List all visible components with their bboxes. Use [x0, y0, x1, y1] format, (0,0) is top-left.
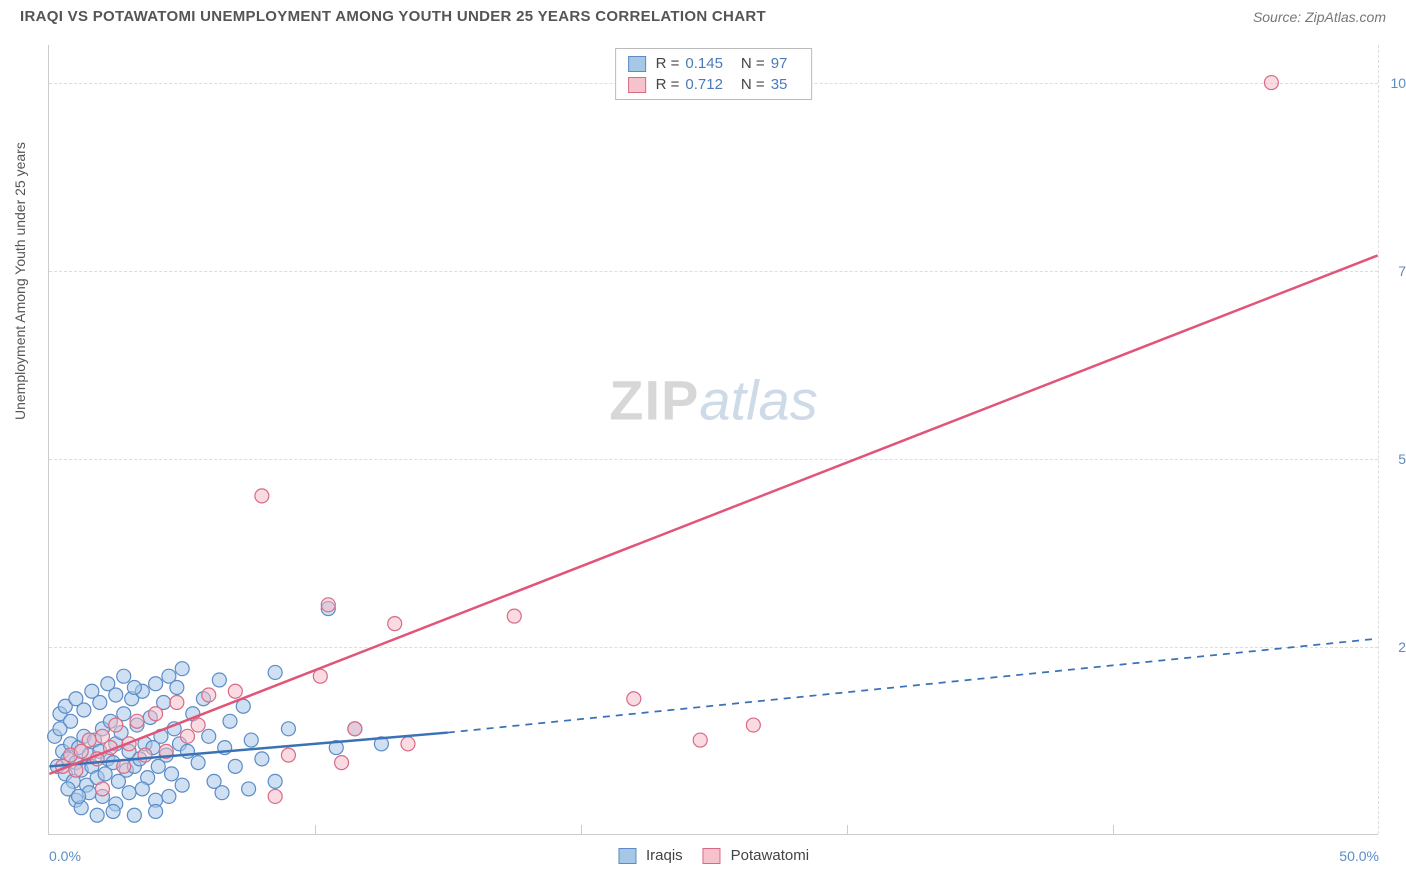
- chart-header: IRAQI VS POTAWATOMI UNEMPLOYMENT AMONG Y…: [0, 0, 1406, 29]
- data-point-potawatomi: [281, 748, 295, 762]
- chart-plot-area: ZIPatlas R = 0.145 N = 97 R = 0.712 N = …: [48, 45, 1378, 835]
- data-point-iraqis: [281, 722, 295, 736]
- series-legend: Iraqis Potawatomi: [618, 847, 809, 864]
- legend-row-iraqis: R = 0.145 N = 97: [628, 53, 800, 74]
- data-point-iraqis: [127, 680, 141, 694]
- data-point-iraqis: [175, 662, 189, 676]
- data-point-iraqis: [90, 808, 104, 822]
- data-point-iraqis: [72, 789, 86, 803]
- data-point-potawatomi: [335, 756, 349, 770]
- r-label: R =: [656, 55, 680, 72]
- n-label: N =: [741, 55, 765, 72]
- n-label: N =: [741, 76, 765, 93]
- data-point-iraqis: [170, 680, 184, 694]
- data-point-iraqis: [93, 696, 107, 710]
- data-point-iraqis: [268, 665, 282, 679]
- data-point-iraqis: [228, 759, 242, 773]
- data-point-potawatomi: [268, 789, 282, 803]
- legend-label-potawatomi: Potawatomi: [731, 847, 809, 864]
- swatch-iraqis: [618, 848, 636, 864]
- data-point-potawatomi: [388, 617, 402, 631]
- trend-line-potawatomi: [49, 255, 1377, 773]
- y-tick-label: 25.0%: [1398, 639, 1406, 655]
- data-point-potawatomi: [348, 722, 362, 736]
- source-attribution: Source: ZipAtlas.com: [1253, 9, 1386, 25]
- swatch-potawatomi: [628, 77, 646, 93]
- n-value-potawatomi: 35: [771, 76, 788, 93]
- legend-row-potawatomi: R = 0.712 N = 35: [628, 74, 800, 95]
- source-prefix: Source:: [1253, 9, 1305, 25]
- data-point-potawatomi: [95, 782, 109, 796]
- y-axis-label: Unemployment Among Youth under 25 years: [12, 142, 28, 420]
- y-tick-label: 75.0%: [1398, 263, 1406, 279]
- data-point-iraqis: [53, 722, 67, 736]
- data-point-iraqis: [223, 714, 237, 728]
- data-point-iraqis: [268, 774, 282, 788]
- data-point-iraqis: [165, 767, 179, 781]
- data-point-iraqis: [135, 782, 149, 796]
- n-value-iraqis: 97: [771, 55, 788, 72]
- data-point-potawatomi: [321, 598, 335, 612]
- data-point-potawatomi: [1264, 76, 1278, 90]
- swatch-iraqis: [628, 56, 646, 72]
- y-tick-label: 50.0%: [1398, 451, 1406, 467]
- data-point-iraqis: [109, 688, 123, 702]
- data-point-iraqis: [244, 733, 258, 747]
- data-point-potawatomi: [130, 714, 144, 728]
- data-point-iraqis: [77, 703, 91, 717]
- legend-item-iraqis: Iraqis: [618, 847, 683, 864]
- x-tick-label: 50.0%: [1339, 848, 1379, 864]
- y-tick-label: 100.0%: [1391, 75, 1406, 91]
- data-point-iraqis: [149, 804, 163, 818]
- data-point-potawatomi: [202, 688, 216, 702]
- data-point-potawatomi: [149, 707, 163, 721]
- data-point-iraqis: [242, 782, 256, 796]
- data-point-potawatomi: [191, 718, 205, 732]
- correlation-legend: R = 0.145 N = 97 R = 0.712 N = 35: [615, 48, 813, 100]
- data-point-potawatomi: [109, 718, 123, 732]
- data-point-potawatomi: [170, 696, 184, 710]
- source-name: ZipAtlas.com: [1305, 9, 1386, 25]
- data-point-potawatomi: [627, 692, 641, 706]
- r-label: R =: [656, 76, 680, 93]
- data-point-iraqis: [122, 786, 136, 800]
- data-point-potawatomi: [255, 489, 269, 503]
- data-point-potawatomi: [507, 609, 521, 623]
- data-point-iraqis: [162, 789, 176, 803]
- data-point-iraqis: [215, 786, 229, 800]
- scatter-svg: [49, 45, 1378, 834]
- data-point-potawatomi: [693, 733, 707, 747]
- data-point-iraqis: [191, 756, 205, 770]
- r-value-iraqis: 0.145: [685, 55, 723, 72]
- swatch-potawatomi: [703, 848, 721, 864]
- data-point-iraqis: [202, 729, 216, 743]
- data-point-iraqis: [117, 669, 131, 683]
- x-tick-label: 0.0%: [49, 848, 81, 864]
- gridline-v: [1378, 45, 1379, 834]
- trend-line-dash-iraqis: [448, 639, 1378, 733]
- r-value-potawatomi: 0.712: [685, 76, 723, 93]
- legend-item-potawatomi: Potawatomi: [703, 847, 809, 864]
- data-point-potawatomi: [138, 748, 152, 762]
- data-point-iraqis: [212, 673, 226, 687]
- legend-label-iraqis: Iraqis: [646, 847, 683, 864]
- data-point-potawatomi: [82, 733, 96, 747]
- chart-title: IRAQI VS POTAWATOMI UNEMPLOYMENT AMONG Y…: [20, 8, 766, 25]
- data-point-iraqis: [175, 778, 189, 792]
- data-point-potawatomi: [180, 729, 194, 743]
- data-point-iraqis: [106, 804, 120, 818]
- data-point-iraqis: [255, 752, 269, 766]
- data-point-potawatomi: [228, 684, 242, 698]
- data-point-potawatomi: [401, 737, 415, 751]
- data-point-iraqis: [127, 808, 141, 822]
- data-point-potawatomi: [746, 718, 760, 732]
- data-point-iraqis: [149, 677, 163, 691]
